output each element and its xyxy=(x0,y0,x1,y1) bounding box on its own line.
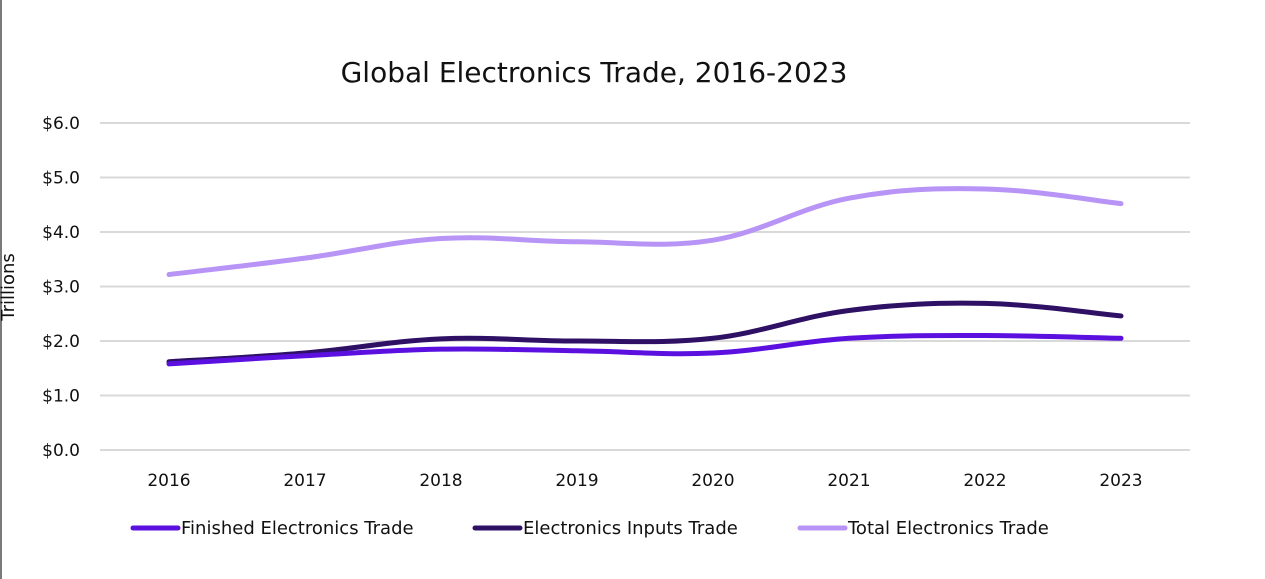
y-tick-label: $2.0 xyxy=(42,332,80,352)
x-tick-label: 2019 xyxy=(555,471,598,491)
series-lines xyxy=(166,186,1124,367)
x-tick-label: 2017 xyxy=(283,471,326,491)
y-axis-label: Trillions xyxy=(0,253,19,322)
legend-label: Finished Electronics Trade xyxy=(181,518,414,539)
series-line-2 xyxy=(166,186,1124,278)
legend-label: Total Electronics Trade xyxy=(847,518,1049,539)
gridlines xyxy=(100,122,1190,451)
left-border xyxy=(0,0,2,579)
x-axis-ticks: 2016 2017 2018 2019 2020 2021 2022 2023 xyxy=(147,471,1142,491)
y-tick-label: $6.0 xyxy=(42,114,80,134)
y-tick-label: $4.0 xyxy=(42,223,80,243)
series-line-0 xyxy=(166,333,1124,367)
legend: Finished Electronics Trade Electronics In… xyxy=(130,518,1049,539)
y-axis-ticks: $0.0 $1.0 $2.0 $3.0 $4.0 $5.0 $6.0 xyxy=(42,114,80,461)
x-tick-label: 2022 xyxy=(963,471,1006,491)
legend-label: Electronics Inputs Trade xyxy=(523,518,738,539)
y-tick-label: $1.0 xyxy=(42,387,80,407)
y-tick-label: $5.0 xyxy=(42,169,80,189)
series-line-1 xyxy=(166,300,1124,365)
y-tick-label: $3.0 xyxy=(42,278,80,298)
x-tick-label: 2023 xyxy=(1099,471,1142,491)
x-tick-label: 2016 xyxy=(147,471,190,491)
x-tick-label: 2021 xyxy=(827,471,870,491)
chart-title: Global Electronics Trade, 2016-2023 xyxy=(341,56,848,89)
x-tick-label: 2020 xyxy=(691,471,734,491)
y-tick-label: $0.0 xyxy=(42,441,80,461)
x-tick-label: 2018 xyxy=(419,471,462,491)
